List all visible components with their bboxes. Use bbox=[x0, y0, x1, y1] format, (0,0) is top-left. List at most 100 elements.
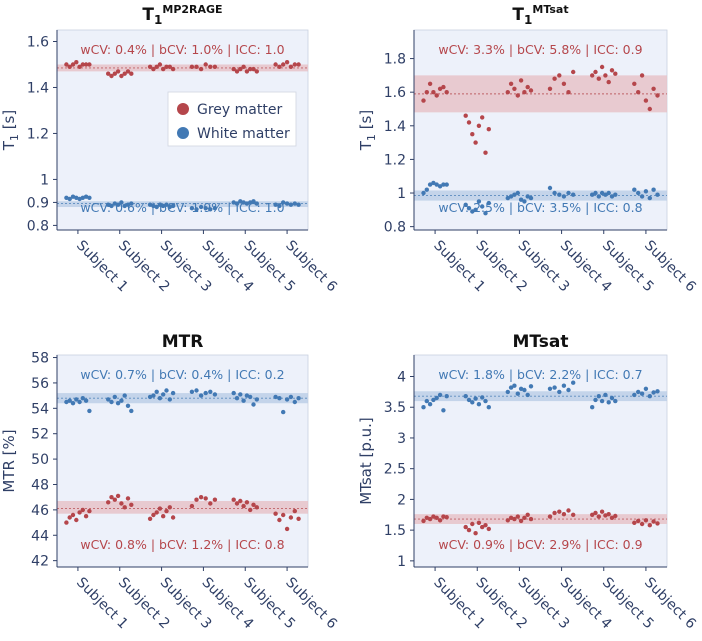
grey-matter-point bbox=[77, 510, 82, 515]
grey-matter-stats: wCV: 0.8% | bCV: 1.2% | ICC: 0.8 bbox=[80, 537, 284, 552]
white-matter-point bbox=[437, 184, 443, 189]
white-matter-point bbox=[470, 209, 475, 214]
y-tick-label: 44 bbox=[31, 528, 49, 544]
white-matter-point bbox=[512, 192, 517, 197]
legend-box bbox=[167, 91, 297, 147]
grey-matter-point bbox=[647, 523, 652, 528]
grey-matter-point bbox=[609, 68, 615, 73]
white-matter-point bbox=[234, 396, 240, 401]
grey-matter-point bbox=[273, 62, 278, 67]
stat-value: wCV: 0.8% bbox=[80, 537, 147, 552]
grey-matter-point bbox=[525, 512, 530, 517]
grey-matter-point bbox=[254, 69, 259, 74]
white-matter-point bbox=[115, 202, 121, 207]
grey-matter-point bbox=[147, 64, 153, 70]
grey-matter-point bbox=[593, 510, 598, 516]
grey-matter-point bbox=[106, 71, 111, 76]
grey-matter-point bbox=[512, 516, 517, 522]
white-matter-point bbox=[431, 180, 436, 186]
grey-matter-point bbox=[292, 62, 297, 67]
stat-value: bCV: 5.8% bbox=[517, 42, 581, 57]
white-matter-point bbox=[157, 202, 163, 207]
grey-matter-point bbox=[164, 508, 169, 514]
grey-matter-point bbox=[606, 79, 611, 85]
grey-matter-point bbox=[112, 71, 118, 76]
grey-matter-point bbox=[87, 62, 92, 67]
white-matter-point bbox=[655, 192, 660, 197]
grey-matter-point bbox=[643, 518, 649, 523]
stat-value: ICC: 0.7 bbox=[593, 367, 642, 382]
white-matter-point bbox=[636, 190, 641, 196]
white-matter-point bbox=[284, 201, 290, 206]
grey-matter-point bbox=[473, 531, 478, 536]
stat-value: wCV: 3.3% bbox=[438, 42, 505, 57]
grey-matter-point bbox=[154, 64, 159, 70]
stat-value: bCV: 1.2% bbox=[159, 537, 223, 552]
white-matter-point bbox=[599, 190, 605, 196]
grey-matter-point bbox=[157, 62, 163, 67]
grey-matter-point bbox=[437, 86, 443, 92]
white-matter-point bbox=[251, 402, 256, 407]
white-matter-point bbox=[164, 202, 169, 207]
grey-matter-point bbox=[427, 81, 433, 87]
white-matter-point bbox=[106, 202, 111, 207]
white-matter-point bbox=[528, 384, 534, 389]
grey-matter-point bbox=[198, 66, 204, 72]
grey-matter-point bbox=[613, 513, 618, 519]
white-matter-point bbox=[70, 401, 76, 406]
stat-value: bCV: 3.5% bbox=[517, 200, 581, 215]
grey-matter-point bbox=[508, 515, 514, 520]
white-matter-point bbox=[441, 408, 446, 413]
white-matter-point bbox=[292, 399, 297, 405]
white-matter-point bbox=[480, 395, 485, 400]
grey-matter-point bbox=[167, 64, 172, 70]
grey-matter-point bbox=[277, 517, 282, 523]
grey-matter-point bbox=[643, 98, 649, 103]
grey-matter-point bbox=[241, 503, 246, 509]
grey-matter-point bbox=[234, 501, 240, 506]
y-tick-label: 1 bbox=[40, 172, 49, 188]
white-matter-point bbox=[421, 190, 426, 196]
grey-matter-point bbox=[189, 64, 195, 70]
stat-value: ICC: 0.9 bbox=[593, 42, 642, 57]
grey-matter-point bbox=[129, 71, 134, 76]
y-tick-label: 1 bbox=[397, 554, 406, 570]
white-matter-point bbox=[170, 390, 176, 396]
grey-matter-point bbox=[64, 62, 69, 67]
white-matter-point bbox=[599, 398, 605, 404]
white-matter-point bbox=[571, 380, 576, 385]
white-matter-range-band bbox=[414, 190, 667, 201]
white-matter-point bbox=[512, 383, 517, 388]
white-matter-point bbox=[561, 194, 567, 199]
grey-matter-point bbox=[651, 519, 656, 524]
grey-matter-point bbox=[67, 64, 72, 70]
grey-matter-legend-marker bbox=[177, 103, 189, 115]
grey-matter-point bbox=[515, 93, 520, 98]
white-matter-point bbox=[441, 182, 446, 187]
grey-matter-point bbox=[636, 518, 641, 524]
white-matter-point bbox=[151, 393, 156, 398]
grey-matter-point bbox=[476, 520, 482, 525]
stat-value: wCV: 0.9% bbox=[438, 537, 505, 552]
grey-matter-point bbox=[525, 84, 530, 90]
white-matter-point bbox=[505, 389, 510, 395]
white-matter-point bbox=[115, 401, 121, 406]
white-matter-point bbox=[609, 395, 615, 401]
white-matter-point bbox=[566, 387, 571, 393]
grey-matter-point bbox=[112, 497, 118, 502]
grey-matter-point bbox=[109, 495, 114, 500]
grey-matter-point bbox=[437, 518, 443, 523]
grey-matter-point bbox=[83, 514, 89, 519]
white-matter-point bbox=[647, 394, 652, 399]
grey-matter-point bbox=[203, 62, 208, 67]
grey-matter-point bbox=[603, 513, 608, 518]
grey-matter-point bbox=[480, 115, 485, 120]
grey-matter-range-band bbox=[414, 514, 667, 524]
white-matter-point bbox=[273, 394, 278, 400]
white-matter-point bbox=[67, 196, 72, 202]
grey-matter-point bbox=[470, 521, 475, 527]
white-matter-legend-marker bbox=[177, 127, 189, 139]
white-matter-point bbox=[651, 187, 656, 192]
white-matter-point bbox=[483, 211, 488, 216]
